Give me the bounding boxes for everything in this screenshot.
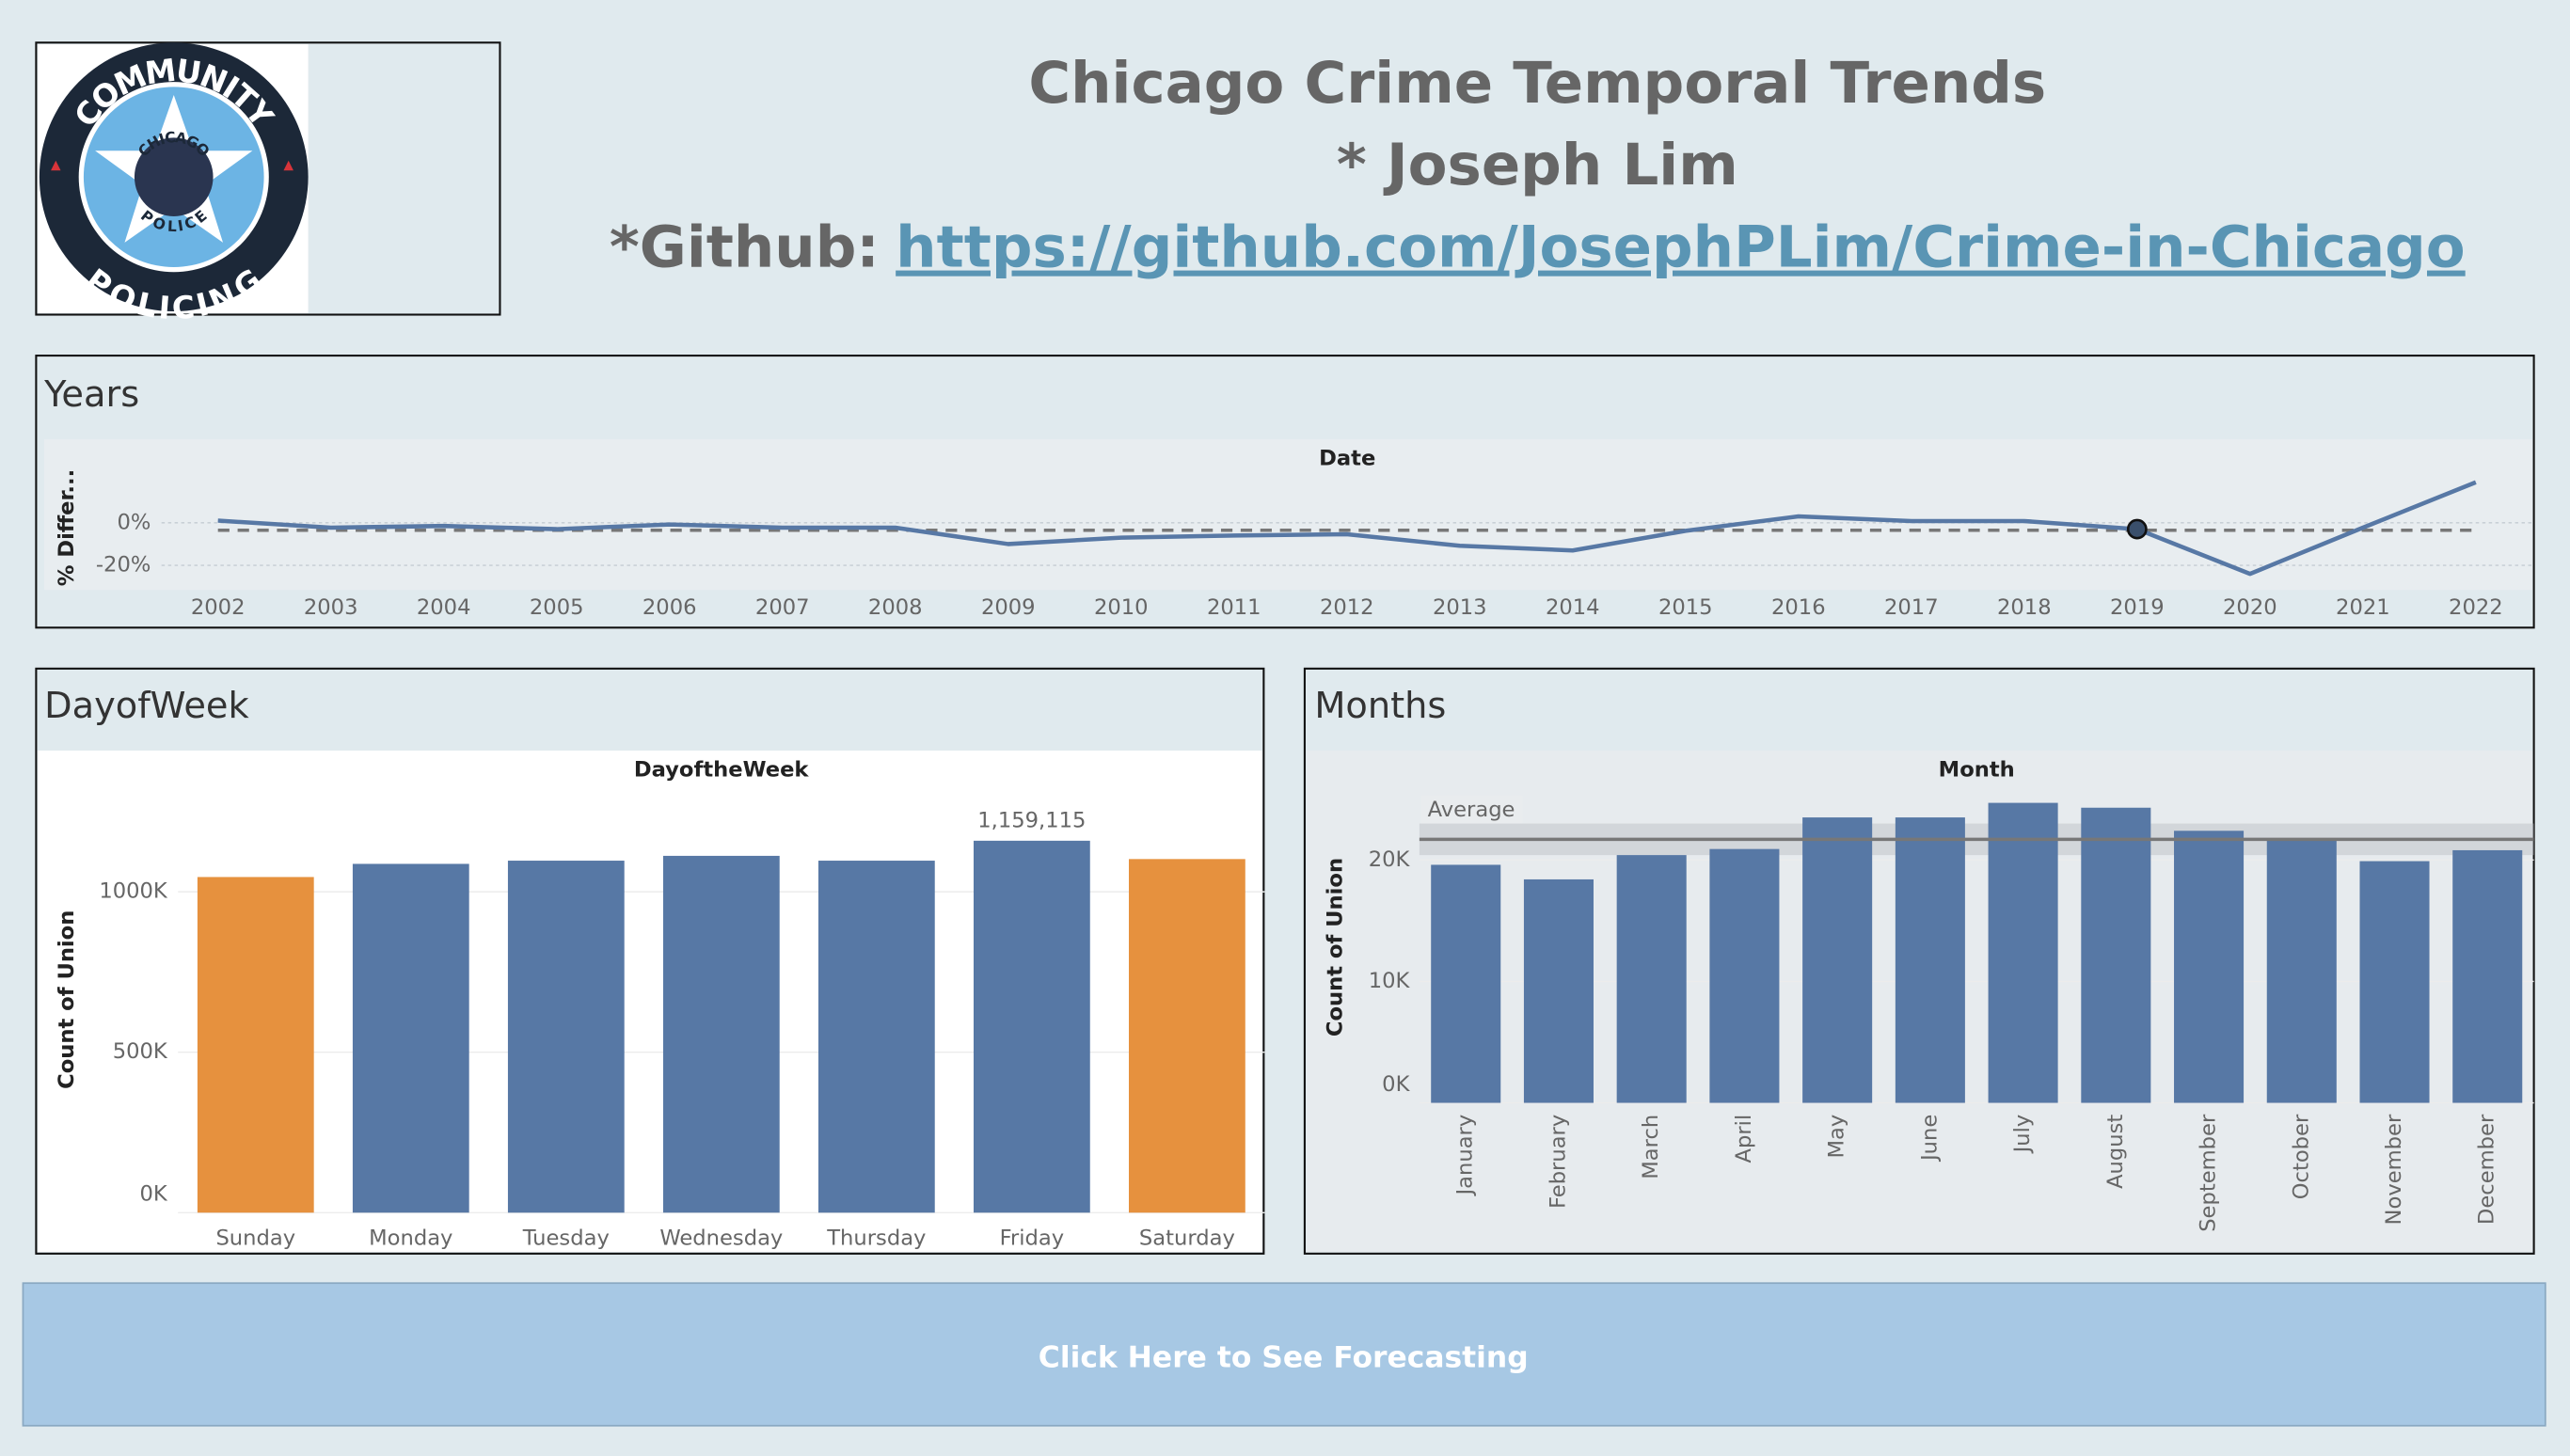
highlight-point [2126, 518, 2148, 540]
x-tick-label: 2006 [642, 595, 697, 620]
x-tick-label: February [1546, 1115, 1570, 1209]
x-tick-label: 2017 [1884, 595, 1939, 620]
y-tick-label: -20% [96, 553, 151, 578]
panel-title: Months [1314, 685, 1446, 727]
bar [2452, 849, 2523, 1103]
x-tick-label: July [2010, 1115, 2035, 1155]
logo-seal [134, 137, 214, 216]
y-tick-label: 0% [117, 510, 151, 534]
x-tick-label: 2011 [1207, 595, 1261, 620]
y-tick-label: 20K [1369, 847, 1411, 872]
x-axis-title: Date [1319, 446, 1375, 470]
button-bg[interactable] [22, 1282, 2546, 1427]
x-tick-label: 2007 [755, 595, 810, 620]
x-tick-label: 2016 [1771, 595, 1826, 620]
charts: Years Date % Differ... 0% -20% 2002 2003 2004 20… [43, 373, 2534, 1251]
x-tick-label: 2014 [1546, 595, 1600, 620]
x-tick-label: September [2197, 1114, 2221, 1232]
bar [1895, 817, 1965, 1103]
reference-label-bg [1420, 795, 1523, 824]
panel-title: DayofWeek [44, 685, 249, 727]
y-axis-title: Count of Union [55, 910, 79, 1089]
bar [2174, 831, 2245, 1103]
forecast-button[interactable]: Click Here to See Forecasting [22, 1282, 2546, 1427]
plot-bg [44, 438, 2532, 591]
reference-label: Average [1428, 798, 1515, 822]
bar [1431, 864, 1501, 1103]
author: * Joseph Lim [1337, 132, 1738, 198]
bar [817, 861, 935, 1213]
y-tick-label: 0K [1382, 1072, 1410, 1097]
bar [2081, 807, 2151, 1103]
y-axis-title: % Differ... [55, 469, 79, 586]
logo-star-red [51, 160, 61, 171]
panel-title: Years [43, 373, 139, 416]
x-tick-label: Monday [369, 1227, 452, 1251]
y-axis-title: Count of Union [1324, 858, 1348, 1037]
x-tick-label: 2021 [2336, 595, 2390, 620]
x-tick-label: Tuesday [522, 1227, 610, 1251]
line [217, 480, 2477, 577]
x-tick-label: Sunday [215, 1227, 295, 1251]
x-tick-label: November [2382, 1114, 2406, 1225]
x-tick-label: 2018 [1997, 595, 2052, 620]
x-tick-label: Saturday [1139, 1227, 1235, 1251]
x-tick-label: January [1453, 1115, 1478, 1197]
bar [2266, 840, 2337, 1103]
title: Chicago Crime Temporal Trends [1028, 50, 2046, 117]
github-prefix: *Github: [610, 214, 880, 280]
x-tick-label: 2015 [1658, 595, 1713, 620]
y-tick-label: 0K [140, 1182, 168, 1207]
logo-star-red [283, 160, 293, 171]
x-tick-label: Friday [1000, 1227, 1065, 1251]
bar [1988, 802, 2058, 1103]
x-tick-label: June [1917, 1115, 1942, 1163]
y-tick-label: 10K [1369, 969, 1411, 993]
github-link[interactable]: https://github.com/JosephPLim/Crime-in-C… [896, 214, 2466, 280]
bar [352, 863, 469, 1213]
x-tick-label: 2005 [530, 595, 584, 620]
bar [507, 861, 625, 1213]
bar [197, 877, 314, 1213]
bar [1616, 855, 1687, 1103]
x-tick-label: 2020 [2223, 595, 2277, 620]
x-tick-label: 2002 [191, 595, 246, 620]
x-tick-label: Wednesday [659, 1227, 783, 1251]
x-tick-label: 2012 [1320, 595, 1374, 620]
x-tick-label: August [2103, 1115, 2128, 1189]
x-tick-label: Thursday [826, 1227, 926, 1251]
x-tick-label: 2013 [1433, 595, 1487, 620]
x-axis-title: Month [1939, 757, 2015, 782]
logo: COMMUNITY POLICING CHICAGO POLICE [35, 41, 501, 326]
x-tick-label: 2003 [304, 595, 358, 620]
x-tick-label: April [1732, 1115, 1756, 1163]
x-tick-label: 2019 [2110, 595, 2165, 620]
x-axis-title: DayoftheWeek [634, 757, 810, 782]
x-tick-label: May [1825, 1115, 1849, 1159]
bar [1523, 878, 1594, 1103]
value-label: 1,159,115 [977, 808, 1086, 832]
bar [973, 840, 1090, 1213]
bar [2359, 861, 2430, 1103]
x-tick-label: October [2289, 1114, 2313, 1199]
bar [1129, 859, 1245, 1213]
bar [662, 855, 780, 1213]
bar [1709, 848, 1780, 1103]
bar [1802, 817, 1873, 1103]
x-tick-label: 2008 [868, 595, 923, 620]
x-tick-label: March [1639, 1115, 1663, 1179]
y-tick-label: 1000K [99, 879, 168, 904]
github-line: *Github: https://github.com/JosephPLim/Cr… [610, 214, 2466, 280]
y-tick-label: 500K [113, 1039, 168, 1064]
x-tick-label: 2010 [1094, 595, 1149, 620]
button-label[interactable]: Click Here to See Forecasting [1039, 1340, 1529, 1374]
x-tick-label: 2022 [2449, 595, 2503, 620]
x-tick-label: December [2475, 1114, 2499, 1225]
x-tick-label: 2004 [417, 595, 471, 620]
x-tick-label: 2009 [981, 595, 1036, 620]
